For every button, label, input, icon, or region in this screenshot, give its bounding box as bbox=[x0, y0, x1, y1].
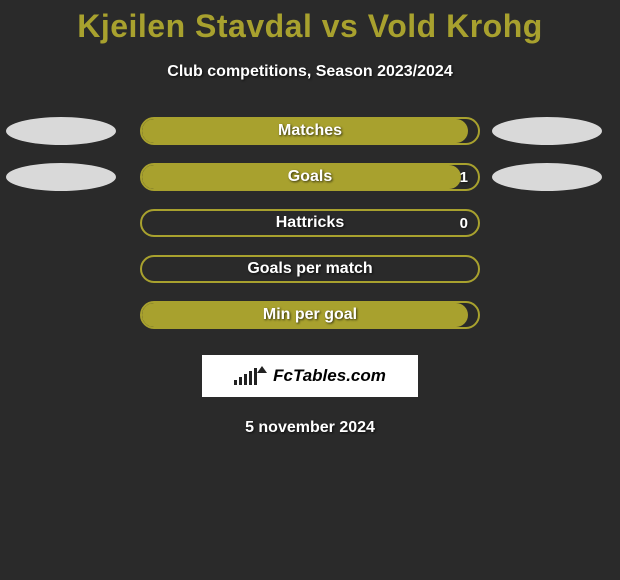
stat-bar: Goals 1 bbox=[140, 163, 480, 191]
stat-row-matches: Matches bbox=[0, 117, 620, 145]
stat-label: Min per goal bbox=[142, 303, 478, 327]
stats-list: Matches Goals 1 Hattricks 0 bbox=[0, 117, 620, 329]
left-value-ellipse bbox=[6, 163, 116, 191]
stat-value-right: 1 bbox=[460, 165, 468, 189]
logo-arrow-icon bbox=[257, 366, 267, 373]
stat-label: Goals bbox=[142, 165, 478, 189]
stat-row-min-per-goal: Min per goal bbox=[0, 301, 620, 329]
logo-bars-icon bbox=[234, 367, 257, 385]
stat-label: Hattricks bbox=[142, 211, 478, 235]
stat-bar: Hattricks 0 bbox=[140, 209, 480, 237]
subtitle: Club competitions, Season 2023/2024 bbox=[167, 63, 452, 81]
stat-label: Goals per match bbox=[142, 257, 478, 281]
root-container: Kjeilen Stavdal vs Vold Krohg Club compe… bbox=[0, 0, 620, 437]
stat-label: Matches bbox=[142, 119, 478, 143]
stat-row-goals: Goals 1 bbox=[0, 163, 620, 191]
right-value-ellipse bbox=[492, 163, 602, 191]
stat-row-goals-per-match: Goals per match bbox=[0, 255, 620, 283]
right-value-ellipse bbox=[492, 117, 602, 145]
page-title: Kjeilen Stavdal vs Vold Krohg bbox=[67, 8, 553, 45]
logo-text: FcTables.com bbox=[273, 366, 386, 386]
date-text: 5 november 2024 bbox=[245, 419, 375, 437]
stat-bar: Min per goal bbox=[140, 301, 480, 329]
left-value-ellipse bbox=[6, 117, 116, 145]
stat-row-hattricks: Hattricks 0 bbox=[0, 209, 620, 237]
fctables-logo[interactable]: FcTables.com bbox=[202, 355, 418, 397]
stat-bar: Goals per match bbox=[140, 255, 480, 283]
stat-bar: Matches bbox=[140, 117, 480, 145]
stat-value-right: 0 bbox=[460, 211, 468, 235]
